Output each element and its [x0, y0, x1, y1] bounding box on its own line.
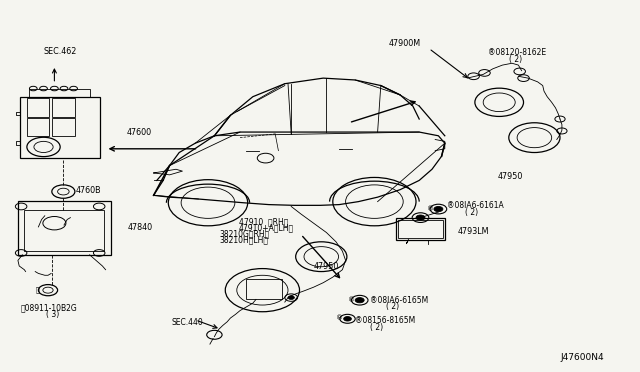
Text: ( 2): ( 2)	[370, 323, 383, 332]
Circle shape	[355, 298, 364, 303]
Text: ( 3): ( 3)	[46, 310, 60, 319]
Text: 47950: 47950	[314, 262, 339, 271]
Text: 47910  〈RH〉: 47910 〈RH〉	[239, 218, 288, 227]
Text: J47600N4: J47600N4	[560, 353, 604, 362]
Circle shape	[434, 206, 443, 212]
Text: 47950: 47950	[497, 172, 523, 181]
Bar	[27, 98, 49, 117]
Text: 47900M: 47900M	[389, 39, 421, 48]
Text: ⓝ08911-10B2G: ⓝ08911-10B2G	[21, 304, 78, 312]
Text: ®08IA6-6161A: ®08IA6-6161A	[447, 201, 504, 210]
Bar	[27, 118, 49, 136]
Text: 4793LM: 4793LM	[458, 227, 489, 236]
Circle shape	[344, 317, 351, 321]
Bar	[52, 118, 75, 136]
Text: 47840: 47840	[128, 223, 153, 232]
Text: ®: ®	[426, 206, 434, 212]
Text: ⓝ: ⓝ	[36, 286, 40, 293]
Text: ®08156-8165M: ®08156-8165M	[355, 316, 415, 325]
Bar	[18, 201, 111, 255]
Text: 47910+A〈LH〉: 47910+A〈LH〉	[239, 224, 294, 232]
Bar	[396, 218, 445, 240]
Circle shape	[288, 296, 294, 299]
Text: SEC.440: SEC.440	[172, 318, 204, 327]
Text: ®: ®	[335, 316, 343, 322]
Text: 38210G〈RH〉: 38210G〈RH〉	[220, 230, 270, 238]
Text: 47600: 47600	[127, 128, 152, 137]
Text: ®08120-8162E: ®08120-8162E	[488, 48, 547, 57]
Text: ( 2): ( 2)	[386, 302, 399, 311]
Text: 4760B: 4760B	[76, 186, 101, 195]
Text: 38210H〈LH〉: 38210H〈LH〉	[220, 235, 269, 244]
Bar	[246, 279, 282, 299]
Text: ( 2): ( 2)	[509, 55, 522, 64]
Bar	[52, 98, 75, 117]
Circle shape	[416, 215, 425, 220]
Bar	[24, 210, 104, 251]
Text: ( 2): ( 2)	[465, 208, 478, 217]
Text: ®08IA6-6165M: ®08IA6-6165M	[370, 296, 428, 305]
Bar	[398, 220, 443, 238]
Text: ®: ®	[348, 297, 355, 303]
Text: SEC.462: SEC.462	[44, 47, 77, 56]
Bar	[20, 97, 100, 158]
Bar	[29, 89, 90, 97]
